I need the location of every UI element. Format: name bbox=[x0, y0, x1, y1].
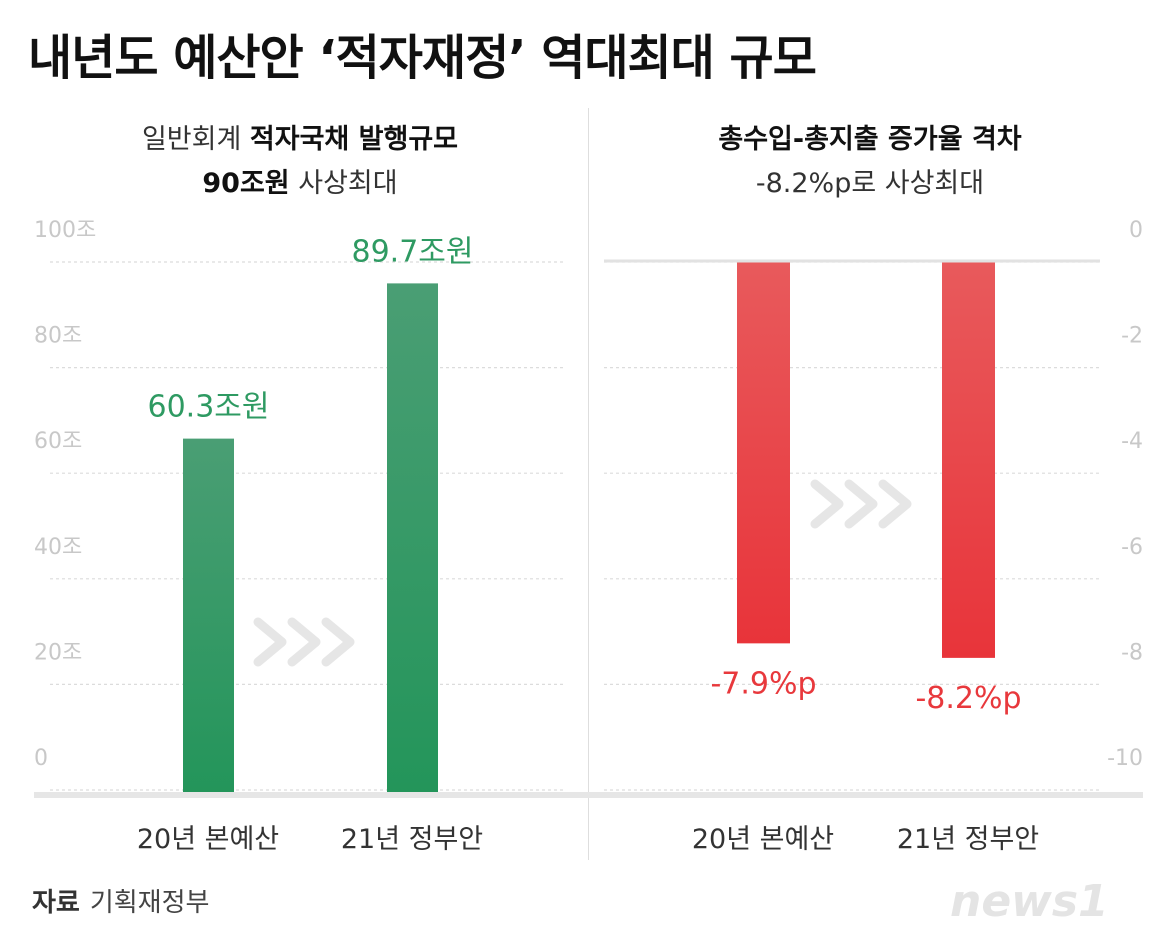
right-category-label-2: 21년 정부안 bbox=[897, 824, 1039, 855]
right-bar-2 bbox=[942, 261, 995, 658]
right-subtitle-line2-normal: -8.2%p로 사상최대 bbox=[755, 168, 985, 199]
left-category-label-1: 20년 본예산 bbox=[137, 824, 279, 855]
source-note: 자료 기획재정부 bbox=[32, 882, 209, 919]
right-tick-label: -10 bbox=[1107, 746, 1143, 771]
right-tick-label: -8 bbox=[1121, 640, 1143, 665]
left-chevron-icon bbox=[287, 617, 321, 667]
left-category-label-2: 21년 정부안 bbox=[341, 824, 483, 855]
right-subtitle-line1-bold: 총수입-총지출 증가율 격차 bbox=[718, 124, 1022, 155]
right-chevron-icon bbox=[878, 479, 912, 529]
right-chevron-icon bbox=[844, 479, 878, 529]
left-data-label-1: 60.3조원 bbox=[148, 390, 270, 425]
left-tick-label: 60조 bbox=[34, 429, 82, 454]
left-tick-label: 80조 bbox=[34, 324, 82, 349]
left-tick-label: 20조 bbox=[34, 640, 82, 665]
left-subtitle-line1-bold: 적자국채 발행규모 bbox=[249, 124, 459, 155]
left-tick-label: 40조 bbox=[34, 535, 82, 560]
left-chevron-icon bbox=[253, 617, 287, 667]
right-category-label-1: 20년 본예산 bbox=[692, 824, 834, 855]
left-subtitle-line2-normal: 사상최대 bbox=[289, 168, 398, 199]
right-data-label-1: -7.9%p bbox=[710, 666, 816, 701]
right-data-label-2: -8.2%p bbox=[915, 681, 1021, 716]
right-chevron-icon bbox=[810, 479, 844, 529]
right-tick-label: -6 bbox=[1121, 535, 1143, 560]
left-bar-2 bbox=[387, 283, 438, 795]
source-label: 자료 bbox=[32, 888, 80, 918]
left-subtitle-line2-bold: 90조원 bbox=[202, 168, 290, 199]
right-tick-label: -4 bbox=[1121, 429, 1143, 454]
source-value: 기획재정부 bbox=[89, 888, 210, 918]
left-bar-1 bbox=[183, 438, 234, 795]
right-tick-label: -2 bbox=[1121, 324, 1143, 349]
news1-logo-text: news1 bbox=[950, 876, 1109, 927]
left-chart-subtitle: 일반회계 적자국채 발행규모 90조원 사상최대 bbox=[40, 118, 560, 206]
left-data-label-2: 89.7조원 bbox=[352, 234, 474, 269]
panel-divider bbox=[588, 108, 589, 860]
left-chevron-icon bbox=[321, 617, 355, 667]
page-title: 내년도 예산안 ‘적자재정’ 역대최대 규모 bbox=[28, 30, 817, 86]
left-tick-label: 100조 bbox=[34, 218, 96, 243]
right-bar-1 bbox=[737, 261, 790, 644]
right-tick-label: 0 bbox=[1129, 218, 1143, 243]
right-chart-subtitle: 총수입-총지출 증가율 격차 -8.2%p로 사상최대 bbox=[600, 118, 1140, 206]
left-tick-label: 0 bbox=[34, 746, 48, 771]
left-subtitle-line1-normal: 일반회계 bbox=[141, 124, 250, 155]
news1-logo: news1 bbox=[950, 876, 1109, 927]
